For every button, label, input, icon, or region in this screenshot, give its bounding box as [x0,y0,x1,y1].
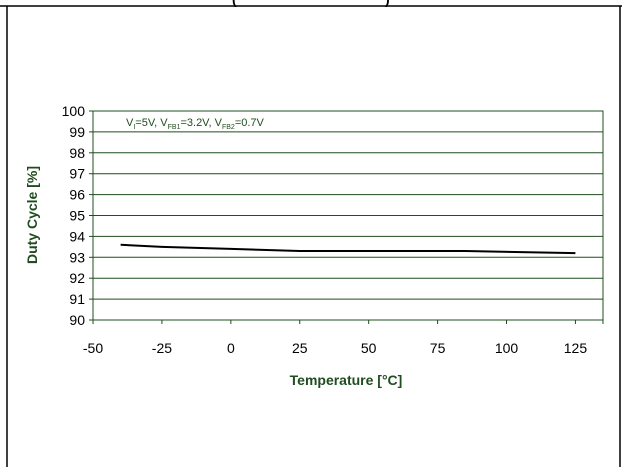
conditions-annotation: VI=5V, VFB1=3.2V, VFB2=0.7V [126,117,265,131]
series-line-0 [120,243,576,255]
y-tick-label-91: 91 [69,291,85,307]
series-layer [120,243,576,255]
gridlines [93,131,603,300]
header-fragment-right: ) [385,0,390,7]
x-tick-label-0: 0 [227,340,235,356]
annotation-part-0: V [126,117,134,129]
x-tick-label-125: 125 [564,340,588,356]
annotation-part-1: I [133,124,135,131]
x-tick-label--50: -50 [83,340,103,356]
x-axis-ticks: -50 -25 0 25 50 75 100 125 [83,320,604,356]
y-axis-title: Duty Cycle [%] [24,166,40,264]
y-tick-label-93: 93 [69,249,85,265]
y-tick-label-98: 98 [69,145,85,161]
annotation-part-5: FB2 [222,124,235,131]
y-tick-label-95: 95 [69,208,85,224]
x-axis-title: Temperature [°C] [290,372,403,388]
x-tick-label--25: -25 [152,340,172,356]
y-tick-label-97: 97 [69,166,85,182]
x-tick-label-75: 75 [430,340,446,356]
y-tick-label-99: 99 [69,124,85,140]
y-axis-ticks: 90 91 92 93 94 95 96 97 98 99 100 [62,103,93,328]
y-tick-label-90: 90 [69,312,85,328]
y-tick-label-94: 94 [69,228,85,244]
y-tick-label-96: 96 [69,187,85,203]
annotation-part-2: =5V, V [135,117,168,129]
y-tick-label-100: 100 [62,103,86,119]
annotation-part-6: =0.7V [235,117,265,129]
x-tick-label-100: 100 [495,340,519,356]
header-fragment-left: ( [232,0,237,7]
annotation-part-3: FB1 [168,124,181,131]
annotation-part-4: =3.2V, V [180,117,222,129]
x-tick-label-50: 50 [361,340,377,356]
y-tick-label-92: 92 [69,270,85,286]
x-tick-label-25: 25 [292,340,308,356]
